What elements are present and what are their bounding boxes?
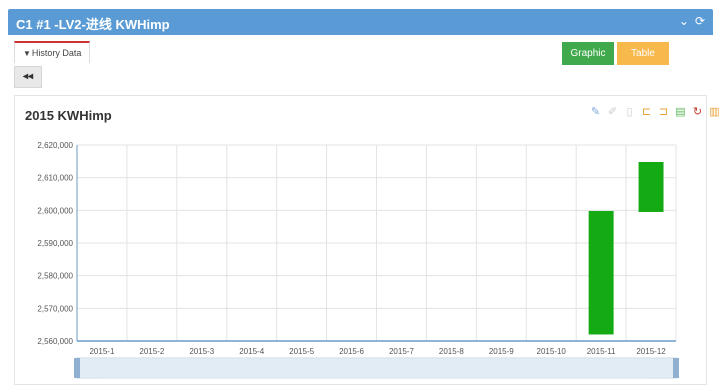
x-tick-label: 2015-9 bbox=[489, 347, 514, 356]
tab-label: History Data bbox=[31, 48, 82, 58]
refresh-icon[interactable]: ⟳ bbox=[694, 14, 705, 28]
datazoom-slider[interactable] bbox=[74, 357, 679, 379]
x-tick-label: 2015-3 bbox=[189, 347, 214, 356]
window-titlebar: C1 #1 -LV2-进线 KWHimp ⌄ ⟳ bbox=[8, 9, 713, 35]
toolbar-area: ▼History Data ◂◂ Graphic Table bbox=[8, 35, 713, 91]
data-view-icon[interactable]: ▤ bbox=[675, 106, 686, 118]
restore-icon[interactable]: ↻ bbox=[692, 106, 703, 118]
eraser-icon[interactable]: ✐ bbox=[607, 106, 618, 118]
y-tick-label: 2,600,000 bbox=[37, 206, 73, 215]
x-axis: 2015-1 2015-2 2015-3 2015-4 2015-5 2015-6 2015… bbox=[89, 347, 666, 356]
chart-toolbox: ✎ ✐ ▯ ⊏ ⊐ ▤ ↻ ▥ bbox=[589, 105, 721, 118]
bar bbox=[588, 210, 614, 335]
chevron-down-icon[interactable]: ⌄ bbox=[678, 14, 689, 28]
datazoom-handle-right bbox=[673, 358, 679, 378]
chart-svg: 2,560,000 2,570,000 2,580,000 2,590,000 2,60… bbox=[37, 141, 679, 379]
y-tick-label: 2,580,000 bbox=[37, 272, 73, 281]
filter-icon: ▼ bbox=[23, 49, 31, 58]
zoom-icon[interactable]: ⊏ bbox=[641, 106, 652, 118]
window-title: C1 #1 -LV2-进线 KWHimp bbox=[16, 17, 170, 32]
datazoom-handle-left bbox=[74, 358, 80, 378]
rewind-icon: ◂◂ bbox=[22, 71, 34, 82]
chart-panel: 2015 KWHimp ✎ ✐ ▯ ⊏ ⊐ ▤ ↻ ▥ 2,560,000 2,5… bbox=[14, 95, 720, 385]
x-tick-label: 2015-7 bbox=[389, 347, 414, 356]
pencil-icon[interactable]: ✎ bbox=[590, 106, 601, 118]
table-button[interactable]: Table bbox=[617, 42, 669, 65]
y-tick-label: 2,570,000 bbox=[37, 304, 73, 313]
grid bbox=[76, 144, 677, 342]
graphic-button[interactable]: Graphic bbox=[562, 42, 614, 65]
bar bbox=[638, 161, 664, 212]
bars bbox=[588, 161, 664, 335]
x-tick-label: 2015-1 bbox=[89, 347, 114, 356]
chart-title: 2015 KWHimp bbox=[25, 108, 112, 123]
datazoom-preview bbox=[97, 370, 646, 378]
y-axis: 2,560,000 2,570,000 2,580,000 2,590,000 2,60… bbox=[37, 141, 73, 346]
x-tick-label: 2015-8 bbox=[439, 347, 464, 356]
x-tick-label: 2015-6 bbox=[339, 347, 364, 356]
x-tick-label: 2015-12 bbox=[636, 347, 666, 356]
clipboard-icon[interactable]: ▯ bbox=[626, 106, 633, 118]
x-tick-label: 2015-11 bbox=[587, 347, 616, 356]
tab-history-data[interactable]: ▼History Data bbox=[14, 41, 90, 63]
y-tick-label: 2,610,000 bbox=[37, 174, 73, 183]
y-tick-label: 2,560,000 bbox=[37, 337, 73, 346]
y-tick-label: 2,590,000 bbox=[37, 239, 73, 248]
save-icon[interactable]: ▥ bbox=[709, 106, 720, 118]
y-tick-label: 2,620,000 bbox=[37, 141, 73, 150]
x-tick-label: 2015-5 bbox=[289, 347, 314, 356]
x-tick-label: 2015-10 bbox=[537, 347, 567, 356]
x-tick-label: 2015-2 bbox=[139, 347, 164, 356]
x-tick-label: 2015-4 bbox=[239, 347, 264, 356]
zoom-reset-icon[interactable]: ⊐ bbox=[658, 106, 669, 118]
back-button[interactable]: ◂◂ bbox=[14, 66, 42, 88]
